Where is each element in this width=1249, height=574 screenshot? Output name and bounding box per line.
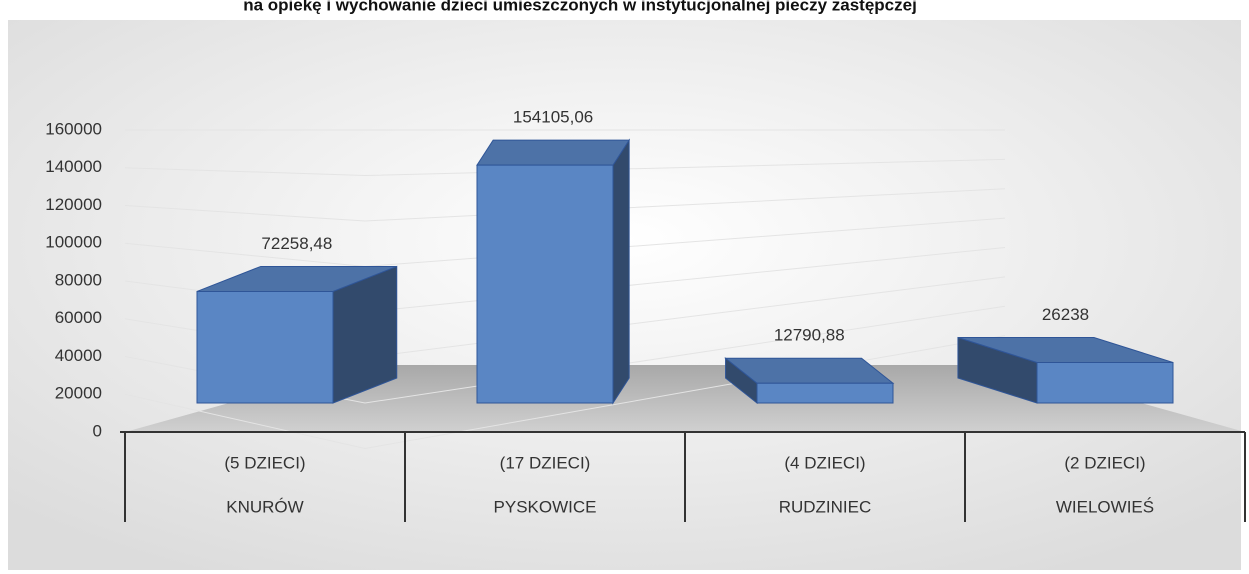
x-subcategory-label: (2 DZIECI) [1064, 453, 1145, 472]
grid-line [124, 158, 1006, 177]
y-tick-label: 140000 [45, 157, 102, 176]
bar [724, 357, 895, 405]
x-subcategory-label: (5 DZIECI) [224, 453, 305, 472]
bar-top [476, 139, 631, 166]
floor [125, 365, 1245, 432]
x-subcategory-label: (17 DZIECI) [500, 453, 591, 472]
x-tick-label: KNURÓW [226, 497, 303, 516]
bar [196, 265, 398, 404]
bar-front [476, 164, 614, 404]
x-subcategory-label: (4 DZIECI) [784, 453, 865, 472]
data-label: 154105,06 [513, 108, 593, 127]
x-tick-label: WIELOWIEŚ [1056, 497, 1154, 516]
chart-title: na opiekę i wychowanie dzieci umieszczon… [243, 0, 917, 14]
grid-line [124, 188, 1006, 222]
y-tick-label: 80000 [55, 270, 102, 289]
x-tick-label: PYSKOWICE [494, 497, 597, 516]
bar-front [196, 290, 334, 404]
y-tick-label: 40000 [55, 346, 102, 365]
x-tick-label: RUDZINIEC [779, 497, 872, 516]
y-tick-label: 20000 [55, 384, 102, 403]
y-tick-label: 100000 [45, 233, 102, 252]
y-tick-label: 160000 [45, 119, 102, 138]
bar [476, 138, 631, 405]
y-tick-label: 60000 [55, 308, 102, 327]
y-tick-label: 0 [93, 421, 102, 440]
bar-front [1036, 361, 1174, 404]
data-label: 26238 [1042, 305, 1089, 324]
bar [957, 336, 1174, 404]
bar-front [756, 382, 894, 404]
data-label: 72258,48 [261, 234, 332, 253]
data-label: 12790,88 [774, 326, 845, 345]
bar-side [612, 138, 630, 405]
y-tick-label: 120000 [45, 195, 102, 214]
